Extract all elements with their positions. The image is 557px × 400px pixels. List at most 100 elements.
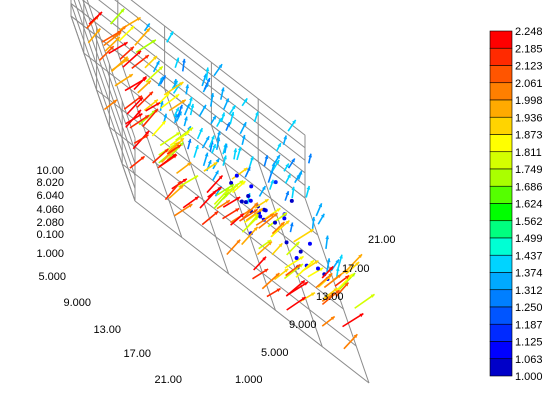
vector-arrow xyxy=(253,256,267,271)
vector-arrow xyxy=(241,226,259,246)
vector-arrow xyxy=(271,221,286,235)
vector-arrow xyxy=(201,73,207,87)
colorbar-swatch xyxy=(489,116,513,135)
vector-arrow xyxy=(321,289,340,306)
colorbar-swatch xyxy=(489,237,513,256)
vector-arrow xyxy=(188,96,193,106)
vector-arrow xyxy=(282,135,288,145)
colorbar-swatch xyxy=(489,272,513,291)
x-tick-label: 21.00 xyxy=(154,374,182,386)
x-tick-label: 9.000 xyxy=(63,297,91,309)
vector-arrow xyxy=(282,216,287,221)
vector-arrow xyxy=(239,121,247,135)
vector-arrow xyxy=(203,161,218,172)
vector-arrow xyxy=(321,265,334,279)
colorbar-swatch xyxy=(489,341,513,360)
vector-arrow xyxy=(143,22,151,32)
vector-arrow xyxy=(145,65,164,83)
colorbar-swatch xyxy=(489,254,513,273)
vector-arrow xyxy=(248,156,254,168)
plot-grid xyxy=(70,0,370,384)
vector-arrow xyxy=(110,8,125,25)
vector-arrow xyxy=(271,242,283,256)
vector-arrow xyxy=(145,101,161,112)
colorbar-tick-label: 1.000 xyxy=(515,371,543,383)
vector-arrow xyxy=(334,274,350,287)
vector-arrow xyxy=(210,115,217,125)
vector-arrow xyxy=(208,135,215,148)
vector-arrow xyxy=(231,167,248,180)
vector-arrow xyxy=(258,212,279,229)
vector-arrow xyxy=(209,92,215,107)
vector-arrow xyxy=(307,267,324,278)
vector-arrow xyxy=(159,131,181,147)
vector-arrow xyxy=(229,111,235,125)
vector-arrow xyxy=(233,148,238,160)
vector-arrow xyxy=(176,104,183,118)
wall-grid-line xyxy=(81,0,306,174)
vector-arrow xyxy=(234,173,239,178)
vector-arrow xyxy=(317,213,325,225)
colorbar-tick-label: 1.187 xyxy=(515,319,543,331)
vector-arrow xyxy=(285,279,306,297)
vector-arrow xyxy=(144,55,158,69)
vector-arrow xyxy=(283,163,290,172)
wall-grid-line xyxy=(77,0,136,164)
colorbar-swatch xyxy=(489,185,513,204)
colorbar-swatch xyxy=(489,306,513,325)
vector-arrow xyxy=(295,259,315,278)
vector-arrow xyxy=(286,296,307,311)
floor-grid-line xyxy=(96,89,331,273)
vector-arrow xyxy=(187,138,192,150)
y-tick-label: 1.000 xyxy=(235,374,263,386)
vector-arrow xyxy=(135,39,157,54)
colorbar-tick-label: 1.063 xyxy=(515,354,543,366)
vector-arrow xyxy=(129,114,150,129)
floor-grid-line xyxy=(257,161,323,347)
floor-grid-line xyxy=(109,126,344,310)
vector-arrow xyxy=(325,235,330,249)
vector-arrow xyxy=(222,207,240,220)
vector-arrow xyxy=(134,27,151,46)
vector-arrow xyxy=(291,186,296,199)
vector-arrow xyxy=(241,134,246,146)
colorbar-tick-label: 1.562 xyxy=(515,216,543,228)
vector-arrow xyxy=(142,108,159,128)
vector-arrow xyxy=(307,153,313,164)
z-tick-label: 8.020 xyxy=(36,177,64,189)
x-tick-label: 17.00 xyxy=(123,348,151,360)
vector-arrow xyxy=(342,312,364,328)
colorbar-swatch xyxy=(489,220,513,239)
vector-arrow xyxy=(189,103,195,116)
vector-arrow xyxy=(239,199,244,204)
vector-arrow xyxy=(182,195,200,209)
colorbar-swatch xyxy=(489,289,513,308)
vector-arrow xyxy=(213,63,223,77)
vector-arrow xyxy=(337,254,343,268)
vector-arrow xyxy=(343,333,358,350)
vector-arrow xyxy=(152,60,160,73)
vector-arrow xyxy=(293,228,314,243)
vector-arrow xyxy=(213,192,229,210)
vector-arrow xyxy=(114,73,134,87)
vector-arrow xyxy=(315,203,323,217)
vector-arrow xyxy=(294,255,299,260)
vector-arrow xyxy=(137,80,152,94)
y-tick-label: 13.00 xyxy=(316,291,344,303)
vector-arrow xyxy=(108,41,129,55)
vector-arrow xyxy=(193,144,199,158)
vector-arrow xyxy=(245,207,264,222)
vector-arrow xyxy=(317,275,332,288)
vector-arrow xyxy=(125,109,142,128)
z-tick-label: 6.040 xyxy=(36,190,64,202)
vector-arrow xyxy=(124,77,147,92)
vector-arrow xyxy=(176,161,192,175)
y-tick-label: 9.000 xyxy=(289,319,317,331)
vector-arrow xyxy=(335,282,350,297)
wall-grid-line xyxy=(70,3,306,186)
vector-arrow xyxy=(256,240,273,256)
vector-arrow xyxy=(168,184,184,199)
x-tick-label: 13.00 xyxy=(93,324,121,336)
vector-arrow xyxy=(216,117,223,127)
vector-arrow xyxy=(211,143,217,154)
